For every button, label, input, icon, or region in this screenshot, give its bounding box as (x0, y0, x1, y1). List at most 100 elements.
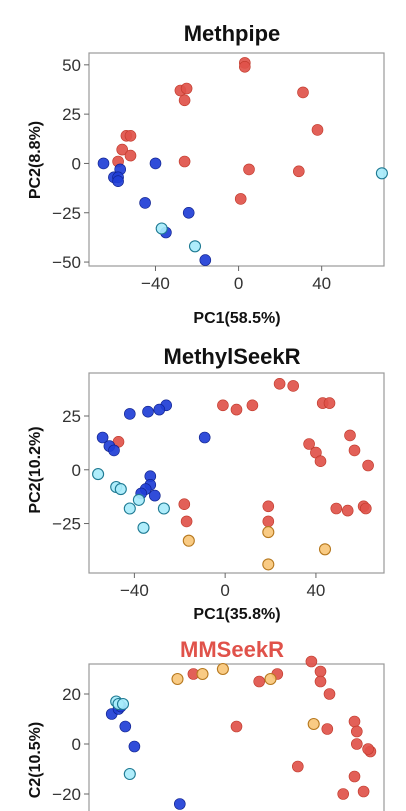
data-point-red (305, 655, 318, 668)
x-tick-label: −40 (120, 581, 149, 600)
data-point-cyan (123, 502, 136, 515)
data-point-blue (149, 157, 162, 170)
data-point-red (350, 738, 363, 750)
y-tick-label: 25 (62, 407, 81, 426)
data-point-red (303, 438, 315, 450)
data-point-red (357, 785, 370, 798)
data-point-orange (318, 543, 332, 556)
data-point-red (311, 124, 324, 136)
mmseekr-plot-frame (88, 663, 385, 811)
data-point-blue (182, 207, 195, 219)
mmseekr-points (105, 655, 377, 810)
methpipe-y-label: PC2(8.8%) (27, 121, 44, 199)
methpipe-points (97, 57, 388, 266)
y-tick-label: 0 (72, 735, 81, 754)
data-point-red (337, 788, 350, 800)
data-point-blue (149, 489, 161, 502)
data-point-blue (112, 175, 124, 187)
methylseekr-x-label: PC1(35.8%) (193, 606, 280, 623)
methpipe-panel: Methpipe 50 25 0 −25 −50 −40 0 40 PC1(58.5%) P… (27, 21, 388, 327)
data-point-orange (216, 662, 229, 676)
y-tick-label: 0 (72, 154, 81, 173)
data-point-orange (264, 672, 277, 686)
data-point-blue (139, 197, 151, 209)
data-point-blue (142, 405, 154, 418)
data-point-red (180, 82, 193, 95)
mmseekr-title: MMSeekR (180, 637, 284, 662)
data-point-red (273, 377, 286, 390)
data-point-red (348, 715, 361, 728)
data-point-red (359, 502, 372, 515)
methpipe-x-axis: −40 0 40 (141, 266, 331, 293)
data-point-red (246, 399, 259, 412)
data-point-cyan (114, 483, 127, 496)
data-point-orange (171, 672, 184, 686)
data-point-red (178, 94, 191, 107)
data-point-blue (108, 444, 120, 457)
data-point-orange (262, 526, 275, 539)
data-point-red (362, 459, 374, 472)
data-point-red (234, 193, 247, 205)
methpipe-x-label: PC1(58.5%) (193, 310, 280, 327)
data-point-red (344, 429, 356, 442)
data-point-red (297, 86, 309, 99)
data-point-red (323, 397, 336, 409)
data-point-red (362, 743, 374, 755)
data-point-cyan (92, 468, 105, 481)
data-point-red (239, 61, 251, 73)
methylseekr-title: MethylSeekR (164, 344, 301, 369)
x-tick-label: 0 (220, 581, 229, 600)
methylseekr-y-axis: 25 0 −25 (52, 407, 89, 534)
data-point-cyan (123, 767, 136, 781)
data-point-red (178, 498, 191, 511)
x-tick-label: 40 (312, 274, 331, 293)
mmseekr-y-label: C2(10.5%) (27, 722, 44, 798)
data-point-orange (182, 534, 195, 547)
data-point-red (124, 130, 137, 142)
methylseekr-x-axis: −40 0 40 (120, 573, 325, 600)
methylseekr-plot-frame (88, 372, 385, 574)
x-tick-label: 0 (234, 274, 243, 293)
methpipe-y-axis: 50 25 0 −25 −50 (52, 56, 89, 272)
data-point-cyan (155, 222, 168, 235)
y-tick-label: 25 (62, 105, 81, 124)
data-point-red (350, 725, 363, 738)
y-tick-label: −20 (52, 785, 81, 804)
data-point-cyan (132, 493, 145, 506)
data-point-red (348, 770, 361, 783)
y-tick-label: 20 (62, 685, 81, 704)
data-point-red (291, 760, 304, 773)
data-point-blue (124, 408, 136, 420)
methylseekr-points (92, 377, 374, 571)
mmseekr-y-axis: 20 0 −20 (52, 685, 89, 804)
data-point-red (124, 149, 137, 162)
data-point-red (314, 455, 327, 468)
x-tick-label: −40 (141, 274, 170, 293)
y-tick-label: −50 (52, 253, 81, 272)
data-point-blue (97, 157, 110, 170)
methylseekr-panel: MethylSeekR 25 0 −25 −40 0 40 PC1(35.8%) PC2… (27, 344, 385, 623)
data-point-cyan (375, 167, 388, 180)
data-point-red (314, 665, 327, 678)
data-point-cyan (116, 697, 130, 711)
data-point-red (253, 675, 266, 688)
data-point-cyan (188, 240, 202, 253)
data-point-blue (153, 403, 166, 416)
data-point-cyan (157, 502, 170, 515)
data-point-blue (96, 431, 109, 444)
y-tick-label: 0 (72, 461, 81, 480)
data-point-red (230, 403, 243, 416)
data-point-red (217, 399, 229, 412)
data-point-red (330, 502, 343, 515)
data-point-red (348, 444, 361, 457)
data-point-cyan (137, 521, 150, 534)
y-tick-label: −25 (52, 515, 81, 534)
data-point-blue (174, 798, 186, 810)
data-point-red (262, 515, 275, 528)
methpipe-plot-frame (88, 52, 385, 267)
data-point-red (323, 688, 336, 700)
data-point-red (292, 165, 305, 178)
data-point-red (243, 163, 255, 176)
y-tick-label: 50 (62, 56, 81, 75)
